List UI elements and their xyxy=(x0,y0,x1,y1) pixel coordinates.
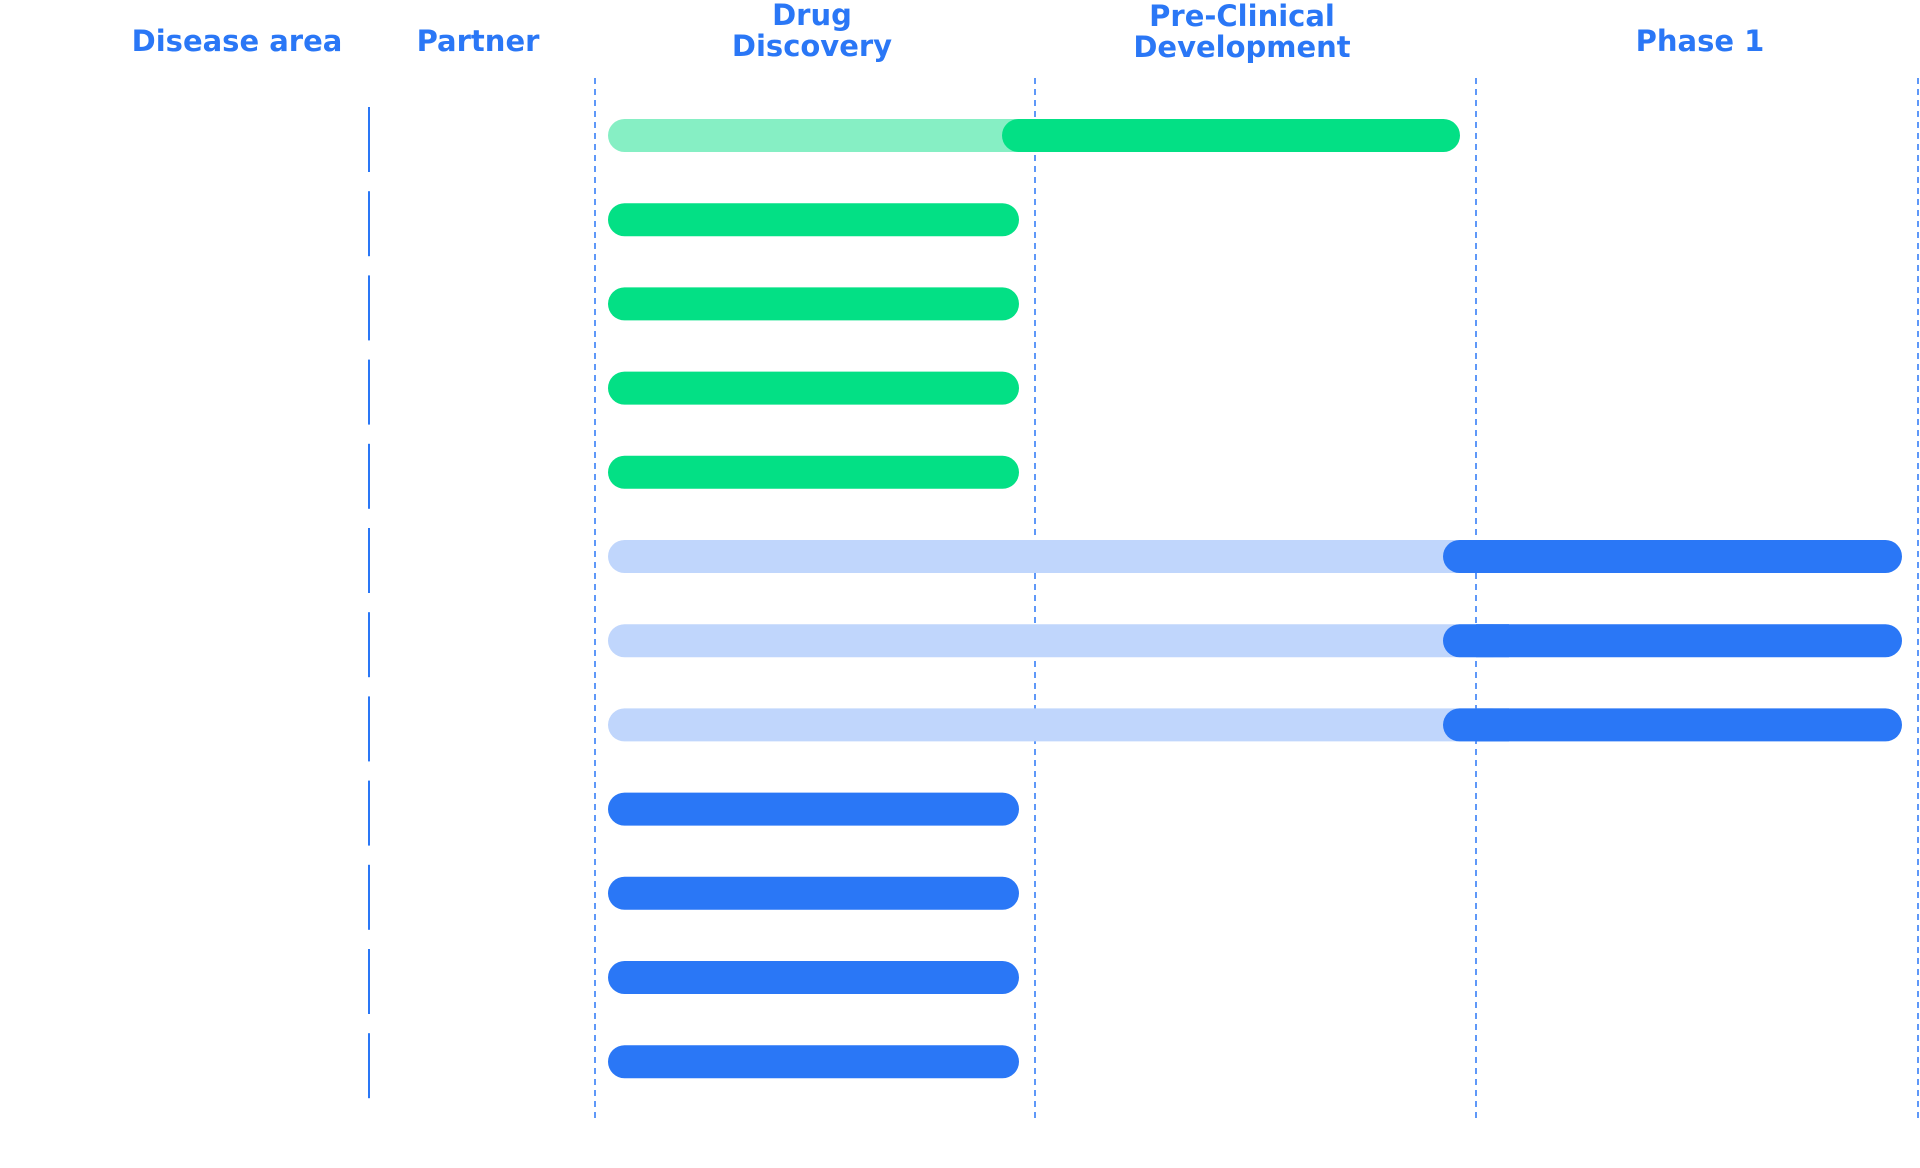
bar-current-stage xyxy=(608,1045,1019,1079)
bar-current-stage-edge xyxy=(1476,624,1509,658)
phase-1-header: Phase 1 xyxy=(1635,24,1765,58)
bar-current-stage xyxy=(1002,119,1460,152)
program-bar xyxy=(608,287,1019,321)
bar-current-stage xyxy=(608,371,1019,405)
disease-area-header: Disease area xyxy=(131,24,343,58)
partner-header: Partner xyxy=(416,24,540,58)
program-bar xyxy=(608,371,1019,405)
stage-divider-lines xyxy=(594,78,1919,1118)
program-bar xyxy=(608,540,1902,573)
bar-current-stage xyxy=(1443,624,1902,658)
program-bar xyxy=(608,203,1019,237)
bar-completed-stages xyxy=(608,624,1509,658)
bar-completed-stages xyxy=(608,540,1509,573)
program-bar xyxy=(608,624,1902,658)
pre-clinical-development-header: Pre-Clinical Development xyxy=(1133,0,1351,64)
bar-current-stage xyxy=(608,961,1019,994)
program-bars xyxy=(608,119,1902,1079)
bar-current-stage xyxy=(608,455,1019,489)
program-bar xyxy=(608,1045,1019,1079)
bar-completed-stages xyxy=(608,708,1509,742)
drug-discovery-header: Drug Discovery xyxy=(731,0,893,63)
bar-current-stage-edge xyxy=(1035,119,1068,152)
bar-completed-stages xyxy=(608,119,1068,152)
bar-current-stage-edge xyxy=(1476,708,1509,742)
bar-current-stage xyxy=(608,876,1019,910)
bar-current-stage xyxy=(608,792,1019,826)
program-bar xyxy=(608,708,1902,742)
bar-current-stage xyxy=(608,287,1019,321)
program-bar xyxy=(608,876,1019,910)
bar-current-stage xyxy=(608,203,1019,237)
bar-current-stage xyxy=(1443,540,1902,573)
program-bar xyxy=(608,455,1019,489)
program-bar xyxy=(608,961,1019,994)
program-bar xyxy=(608,792,1019,826)
program-bar xyxy=(608,119,1460,152)
bar-current-stage xyxy=(1443,708,1902,742)
bar-current-stage-edge xyxy=(1476,540,1509,573)
